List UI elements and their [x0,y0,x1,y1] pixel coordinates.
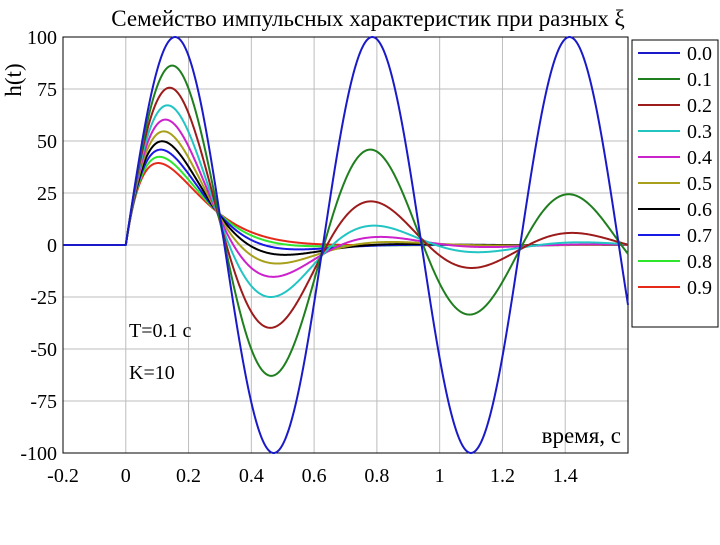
y-tick-label: 75 [37,79,57,101]
legend-label: 0.8 [687,251,712,273]
x-tick-label: 1.2 [490,465,515,487]
series-line-0-3 [63,104,629,299]
legend-label: 0.4 [687,147,712,169]
x-tick-label: 0.8 [364,465,389,487]
chart-title: Семейство импульсных характеристик при р… [111,6,624,31]
x-tick-label: 1.4 [553,465,578,487]
legend-label: 0.6 [687,199,712,221]
y-tick-label: 50 [37,131,57,153]
annotation-k: K=10 [129,362,175,384]
legend: 0.0 0.1 0.2 0.3 0.4 0.5 0.6 0.7 0.8 0.9 [631,39,719,328]
tick-labels: -0.2 0 0.2 0.4 0.6 0.8 1 1.2 1.4 100 75 50 25 0 -25 -50… [20,27,577,487]
legend-label: 0.9 [687,277,712,299]
legend-label: 0.0 [687,43,712,65]
x-tick-label: 0.2 [176,465,201,487]
legend-label: 0.5 [687,173,712,195]
series-line-0-1 [63,64,629,377]
series-line-0-2 [63,86,629,329]
y-axis-label: h(t) [1,63,26,96]
x-tick-label: -0.2 [47,465,79,487]
legend-label: 0.3 [687,121,712,143]
y-tick-label: 25 [37,183,57,205]
legend-label: 0.2 [687,95,712,117]
x-axis-label: время, с [542,423,621,448]
legend-label: 0.1 [687,69,712,91]
legend-label: 0.7 [687,225,712,247]
series-line-0-9 [63,162,629,247]
y-tick-label: -25 [30,287,57,309]
series-line-0-0 [63,36,629,454]
y-tick-label: 100 [27,27,57,49]
annotation-t: T=0.1 с [129,320,191,342]
x-tick-label: 0.4 [239,465,264,487]
y-tick-label: -50 [30,339,57,361]
x-tick-label: 0.6 [302,465,327,487]
y-tick-label: -100 [20,443,57,465]
x-tick-label: 1 [435,465,445,487]
y-tick-label: 0 [47,235,57,257]
x-tick-label: 0 [121,465,131,487]
y-tick-label: -75 [30,391,57,413]
series-line-0-4 [63,118,629,278]
series-lines [63,36,629,454]
